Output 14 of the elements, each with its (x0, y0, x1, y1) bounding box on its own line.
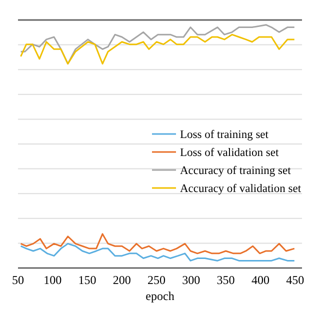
legend-label: Accuracy of training set (180, 165, 292, 177)
legend-label: Loss of validation set (180, 147, 280, 159)
x-tick-label: 350 (216, 273, 235, 287)
legend-label: Accuracy of validation set (180, 183, 302, 195)
x-tick-label: 300 (182, 273, 200, 287)
x-tick-label: 200 (112, 273, 131, 287)
x-tick-label: 450 (286, 273, 304, 287)
x-tick-label: 50 (12, 273, 24, 287)
x-tick-label: 250 (148, 273, 166, 287)
x-tick-label: 100 (44, 273, 62, 287)
x-axis-title: epoch (146, 289, 174, 303)
x-tick-label: 150 (78, 273, 96, 287)
legend-label: Loss of training set (180, 129, 270, 141)
x-tick-label: 400 (251, 273, 270, 287)
